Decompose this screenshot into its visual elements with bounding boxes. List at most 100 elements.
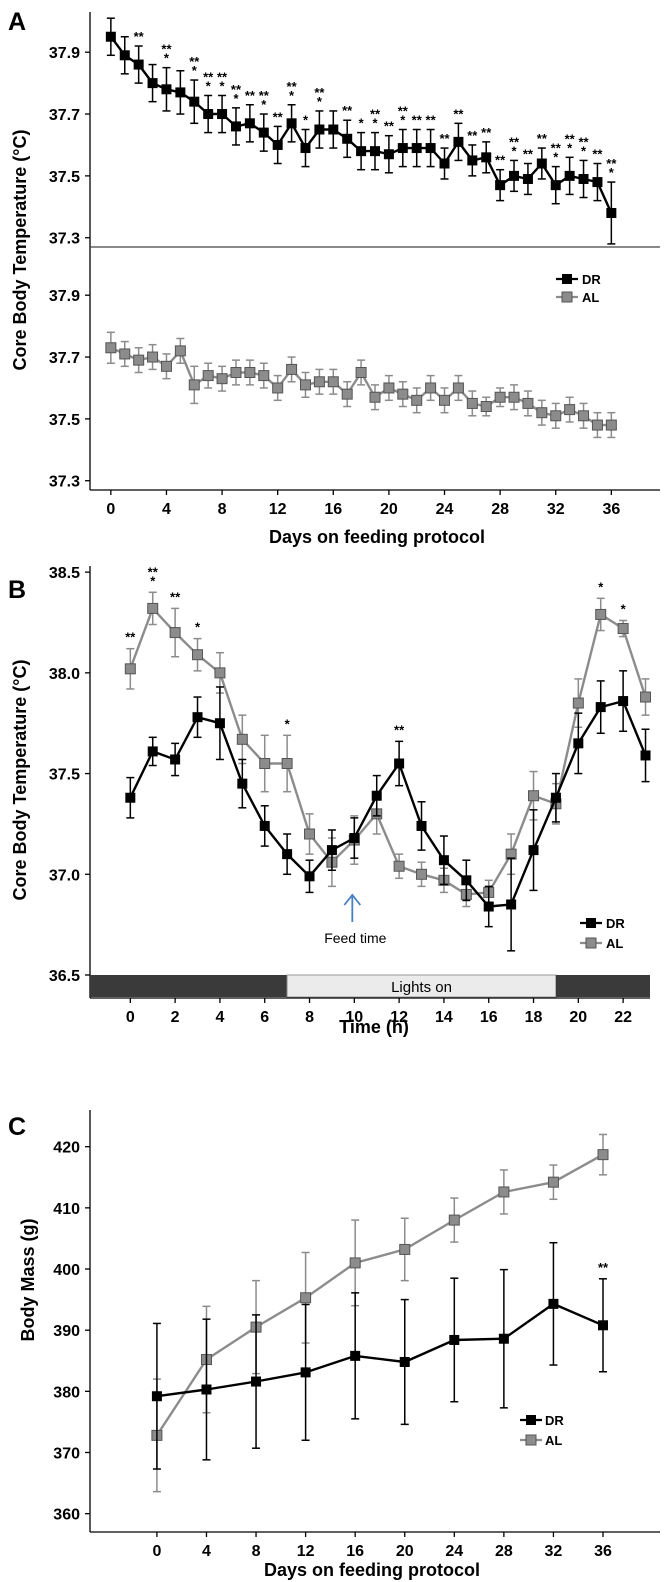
panel-a-al-point — [202, 370, 214, 382]
panel-b-dr-point — [214, 718, 225, 729]
significance-mark: ** — [161, 42, 172, 57]
panel-a-dr-y-ticks: 37.3 37.5 37.7 37.9 — [49, 45, 90, 248]
x-tick-label: 24 — [445, 1543, 463, 1560]
panel-a-dr-point — [105, 31, 116, 42]
panel-a-al-point — [258, 370, 270, 382]
significance-mark: ** — [370, 107, 381, 122]
y-tick-label: 36.5 — [49, 968, 80, 985]
x-tick-label: 12 — [390, 1009, 408, 1026]
panel-b-al-point — [259, 758, 271, 769]
significance-mark: ** — [259, 88, 270, 103]
y-tick-label: 400 — [53, 1262, 80, 1279]
panel-a-al-y-ticks: 37.3 37.5 37.7 37.9 — [49, 288, 90, 491]
panel-a-al-point — [355, 367, 367, 378]
significance-mark: ** — [551, 141, 562, 156]
y-tick-label: 38.5 — [49, 565, 80, 582]
x-tick-label: 18 — [525, 1009, 543, 1026]
x-tick-label: 6 — [260, 1009, 269, 1026]
significance-mark: ** — [148, 564, 159, 579]
panel-label-a: A — [8, 8, 26, 36]
panel-a-dr-point — [481, 152, 492, 163]
panel-c-significance-marks: ** — [598, 1260, 609, 1275]
panel-a-dr-point — [536, 158, 547, 169]
panel-a-al-point — [133, 354, 145, 366]
panel-b-dr-point — [573, 738, 584, 749]
panel-b-al-point — [304, 828, 316, 840]
x-tick-label: 20 — [396, 1543, 414, 1560]
panel-a-legend-al: AL — [556, 290, 599, 305]
panel-a-al-point — [174, 345, 186, 357]
panel-a-dr-point — [133, 59, 144, 70]
panel-a-al-point — [188, 379, 200, 391]
panel-a-dr-point — [314, 124, 325, 135]
x-tick-label: 20 — [569, 1009, 587, 1026]
significance-mark: ** — [125, 630, 136, 645]
panel-c-x-ticks: 0 4 8 12 16 20 24 28 32 36 — [152, 1532, 612, 1560]
panel-b-series — [124, 591, 652, 952]
panel-a-dr-point — [522, 173, 533, 184]
panel-b-dr-point — [483, 901, 494, 912]
panel-a-al-subplot: 37.3 37.5 37.7 37.9 — [49, 288, 617, 491]
panel-b-y-axis-title: Core Body Temperature (°C) — [10, 660, 30, 901]
y-tick-label: 37.5 — [49, 169, 80, 186]
panel-a-dr-point — [147, 78, 158, 89]
significance-mark: * — [581, 143, 587, 158]
x-tick-label: 10 — [345, 1009, 363, 1026]
x-tick-label: 8 — [252, 1543, 261, 1560]
panel-b-dr-point — [550, 792, 561, 803]
panel-b-x-axis-title: Time (h) — [339, 1017, 409, 1037]
significance-mark: * — [233, 91, 239, 106]
lights-on-label: Lights on — [391, 979, 452, 996]
significance-mark: ** — [170, 589, 181, 604]
panel-a-al-point — [397, 388, 409, 400]
panel-a-dr-point — [439, 158, 450, 169]
panel-a-dr-point — [411, 143, 422, 154]
panel-b-al-point — [528, 790, 540, 802]
legend-marker-al — [561, 291, 573, 303]
panel-a-al-point — [230, 367, 242, 378]
panel-a-dr-point — [578, 173, 589, 184]
panel-c-al-point — [498, 1186, 510, 1198]
panel-a-al-point — [272, 382, 284, 394]
panel-a-al-point — [147, 351, 159, 363]
significance-mark: * — [285, 716, 291, 731]
panel-a-al-point — [105, 342, 117, 354]
x-tick-label: 4 — [202, 1543, 211, 1560]
panel-c-y-ticks: 360 370 380 390 400 410 420 — [53, 1140, 90, 1524]
x-tick-label: 0 — [152, 1543, 161, 1560]
legend-marker-al — [525, 1434, 537, 1446]
panel-a-al-point — [494, 391, 506, 403]
x-tick-label: 8 — [218, 501, 227, 518]
y-tick-label: 37.9 — [49, 45, 80, 62]
panel-a-al-point — [299, 379, 311, 391]
legend-marker-dr — [526, 1415, 536, 1425]
significance-mark: ** — [481, 125, 492, 140]
significance-mark: * — [359, 116, 365, 131]
panel-a-al-point — [578, 410, 590, 422]
panel-a-al-point — [550, 410, 562, 422]
panel-b-legend-al: AL — [580, 936, 623, 951]
panel-a-dr-point — [467, 155, 478, 166]
panel-b-al-point — [572, 697, 584, 709]
significance-mark: ** — [203, 69, 214, 84]
panel-c-legend-al: AL — [520, 1433, 562, 1448]
y-tick-label: 37.3 — [49, 231, 80, 248]
panel-a-dr-point — [606, 207, 617, 218]
significance-mark: ** — [287, 79, 298, 94]
panel-a-al-point — [244, 367, 256, 378]
panel-c-dr-point — [449, 1334, 460, 1345]
x-tick-label: 2 — [171, 1009, 180, 1026]
legend-marker-dr — [586, 918, 596, 928]
panel-a-al-point — [605, 419, 617, 431]
panel-c-dr-point — [251, 1376, 262, 1387]
dark-period-bar — [555, 975, 650, 997]
panel-c-dr-point — [151, 1391, 162, 1402]
panel-b-al-point — [214, 667, 226, 679]
panel-c-dr-point — [498, 1333, 509, 1344]
panel-b-chart: Lights on Core Body Temperature (°C) Tim… — [10, 564, 652, 1037]
panel-b-dr-point — [506, 899, 517, 910]
panel-a-al-point — [466, 397, 478, 409]
panel-a-al-point — [536, 407, 548, 419]
legend-marker-dr — [562, 274, 572, 284]
panel-b-dr-point — [125, 792, 136, 803]
